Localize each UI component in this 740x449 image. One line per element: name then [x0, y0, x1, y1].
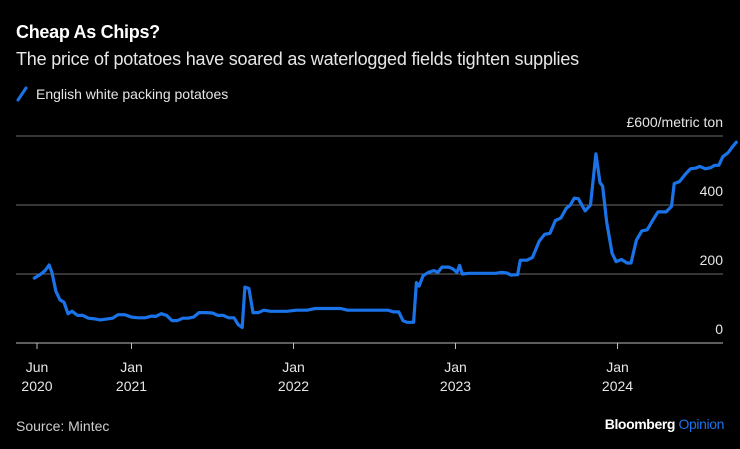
x-tick-label-month: Jan	[606, 359, 629, 375]
y-tick-label: £600/metric ton	[627, 114, 724, 130]
x-tick-label-month: Jan	[282, 359, 305, 375]
x-tick-label-year: 2022	[278, 378, 309, 394]
legend: English white packing potatoes	[16, 86, 228, 102]
y-tick-label: 0	[715, 321, 723, 337]
x-tick-label-month: Jan	[120, 359, 143, 375]
chart-title: Cheap As Chips?	[16, 22, 160, 42]
brand-name: Bloomberg	[604, 416, 676, 432]
x-tick-label-year: 2024	[602, 378, 633, 394]
x-tick-label-year: 2021	[116, 378, 147, 394]
source-note: Source: Mintec	[16, 418, 110, 434]
x-tick-label-month: Jun	[26, 359, 49, 375]
brand-logo: Bloomberg Opinion	[604, 416, 725, 432]
chart-subtitle: The price of potatoes have soared as wat…	[16, 49, 579, 69]
y-tick-label: 400	[700, 183, 724, 199]
x-tick-label-year: 2023	[440, 378, 471, 394]
legend-swatch-icon	[16, 86, 28, 102]
x-tick-label-year: 2020	[21, 378, 52, 394]
brand-accent: Opinion	[678, 416, 725, 432]
legend-label: English white packing potatoes	[36, 86, 229, 102]
series-line-0	[32, 140, 738, 330]
x-tick-label-month: Jan	[444, 359, 467, 375]
y-tick-label: 200	[700, 252, 724, 268]
